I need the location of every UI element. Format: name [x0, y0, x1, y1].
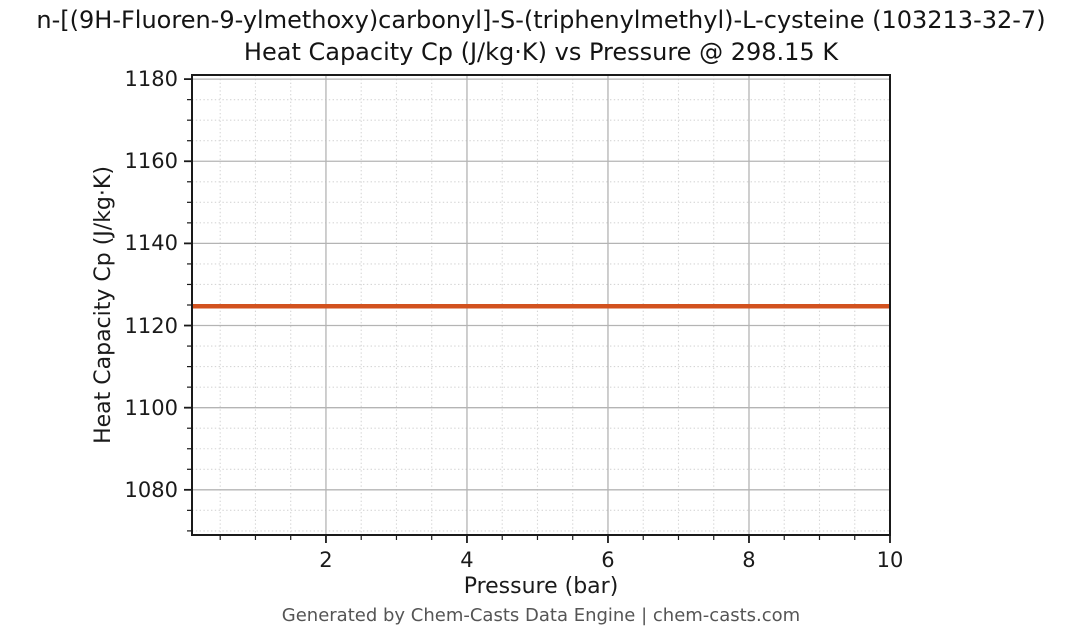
y-tick-label: 1120	[124, 313, 178, 338]
x-tick-label: 8	[742, 548, 756, 572]
plot-area	[182, 65, 900, 545]
x-tick-label: 6	[601, 548, 615, 572]
x-tick-label: 2	[319, 548, 333, 572]
y-tick-label: 1080	[124, 477, 178, 502]
y-axis-label: Heat Capacity Cp (J/kg·K)	[91, 166, 116, 444]
y-tick-label: 1140	[124, 231, 178, 256]
y-tick-label: 1180	[124, 67, 178, 92]
chart-title-compound: n-[(9H-Fluoren-9-ylmethoxy)carbonyl]-S-(…	[36, 6, 1046, 34]
chart-subtitle: Heat Capacity Cp (J/kg·K) vs Pressure @ …	[243, 38, 839, 66]
footer-credit: Generated by Chem-Casts Data Engine | ch…	[281, 605, 801, 626]
plot-canvas	[184, 74, 891, 543]
y-tick-label: 1100	[124, 395, 178, 420]
y-tick-label: 1160	[124, 149, 178, 174]
x-axis-label: Pressure (bar)	[463, 574, 619, 599]
x-tick-label: 4	[460, 548, 474, 572]
x-tick-label: 10	[876, 548, 904, 572]
